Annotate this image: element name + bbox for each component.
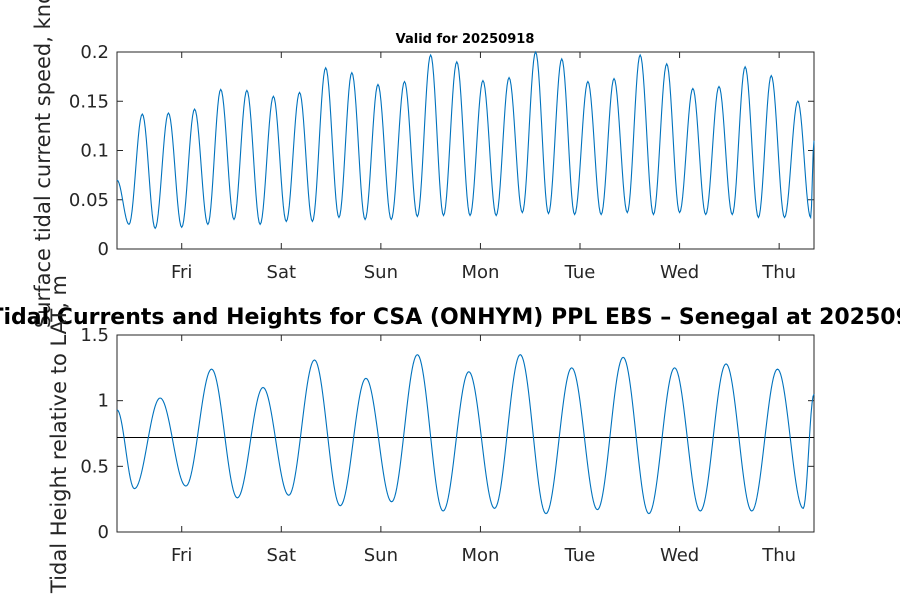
current-speed-ytick-label: 0.15 bbox=[69, 91, 109, 112]
tidal-height-xtick-label: Wed bbox=[660, 545, 699, 566]
current-speed-xtick-label: Fri bbox=[171, 262, 192, 283]
tidal-height-series-line bbox=[116, 354, 815, 515]
current-speed-ytick-label: 0 bbox=[98, 239, 109, 260]
tidal-height-xtick-label: Tue bbox=[564, 545, 596, 566]
tidal-height-xtick-label: Mon bbox=[461, 545, 499, 566]
tidal-height-ytick-label: 1.5 bbox=[80, 325, 109, 346]
tidal-height-xtick-label: Thu bbox=[761, 545, 796, 566]
current-speed-series-line bbox=[116, 50, 815, 230]
current-speed-xtick-label: Mon bbox=[461, 262, 499, 283]
current-speed-xtick-label: Tue bbox=[564, 262, 596, 283]
current-speed-xtick-label: Thu bbox=[761, 262, 796, 283]
current-speed-axes-frame bbox=[116, 51, 815, 250]
current-speed-xtick-label: Sun bbox=[364, 262, 398, 283]
tidal-height-xtick-label: Fri bbox=[171, 545, 192, 566]
tidal-height-axes-frame bbox=[116, 334, 815, 533]
current-speed-ytick-label: 0.1 bbox=[80, 141, 109, 162]
tidal-height-panel: Tidal Currents and Heights for CSA (ONHY… bbox=[0, 275, 900, 594]
tidal-height-xtick-label: Sat bbox=[267, 545, 297, 566]
tidal-height-xtick-label: Sun bbox=[364, 545, 398, 566]
tidal-height-title: Tidal Currents and Heights for CSA (ONHY… bbox=[0, 305, 900, 330]
tidal-height-ytick-label: 0 bbox=[98, 522, 109, 543]
current-speed-ytick-label: 0.05 bbox=[69, 190, 109, 211]
tidal-height-ytick-label: 1 bbox=[98, 391, 109, 412]
current-speed-ytick-label: 0.2 bbox=[80, 42, 109, 63]
tidal-height-ylabel: Tidal Height relative to LAT, m bbox=[47, 275, 71, 594]
current-speed-panel: Valid for 20250918 Surface tidal current… bbox=[31, 0, 815, 328]
tidal-height-ytick-label: 0.5 bbox=[80, 456, 109, 477]
current-speed-ylabel: Surface tidal current speed, knots bbox=[31, 0, 55, 328]
current-speed-title: Valid for 20250918 bbox=[396, 32, 535, 47]
current-speed-xtick-label: Sat bbox=[267, 262, 297, 283]
current-speed-xtick-label: Wed bbox=[660, 262, 699, 283]
